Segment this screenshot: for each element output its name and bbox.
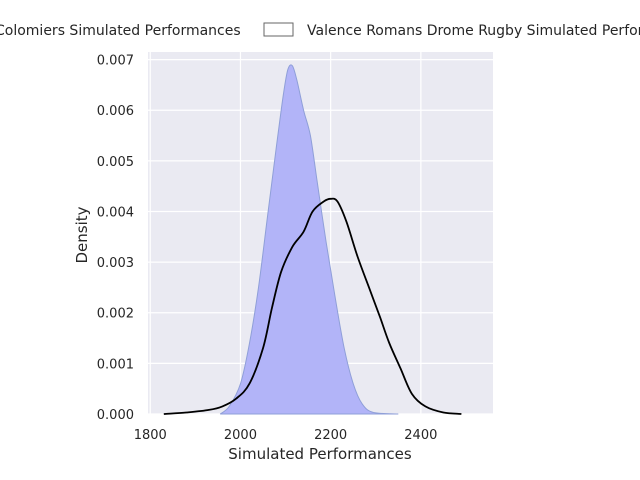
y-tick-label-0: 0.000 (97, 408, 134, 423)
x-tick-label-0: 1800 (134, 428, 167, 443)
y-tick-label-6: 0.006 (97, 104, 134, 119)
y-tick-label-5: 0.005 (97, 155, 134, 170)
density-line-valence (163, 197, 462, 415)
x-tick-label-1: 2000 (224, 428, 257, 443)
legend: Colomiers Simulated Performances Valence… (0, 22, 640, 39)
series-marks (163, 64, 462, 415)
x-axis-ticks: 1800 2000 2200 2400 (134, 428, 438, 443)
y-tick-label-1: 0.001 (97, 357, 134, 372)
y-tick-label-2: 0.002 (97, 307, 134, 322)
legend-label-colomiers: Colomiers Simulated Performances (0, 23, 241, 39)
density-area-colomiers (219, 64, 399, 415)
y-tick-label-3: 0.003 (97, 256, 134, 271)
legend-label-valence: Valence Romans Drome Rugby Simulated Per… (307, 23, 640, 39)
legend-swatch-valence (263, 22, 294, 37)
y-axis-ticks: 0.000 0.001 0.002 0.003 0.004 0.005 0.006 0.007 (97, 54, 134, 423)
x-axis-label: Simulated Performances (228, 445, 412, 463)
y-tick-label-4: 0.004 (97, 205, 134, 220)
x-tick-label-2: 2200 (314, 428, 347, 443)
grid-lines (148, 52, 493, 415)
y-axis-label: Density (73, 206, 91, 263)
y-tick-label-7: 0.007 (97, 54, 134, 69)
x-tick-label-3: 2400 (404, 428, 437, 443)
